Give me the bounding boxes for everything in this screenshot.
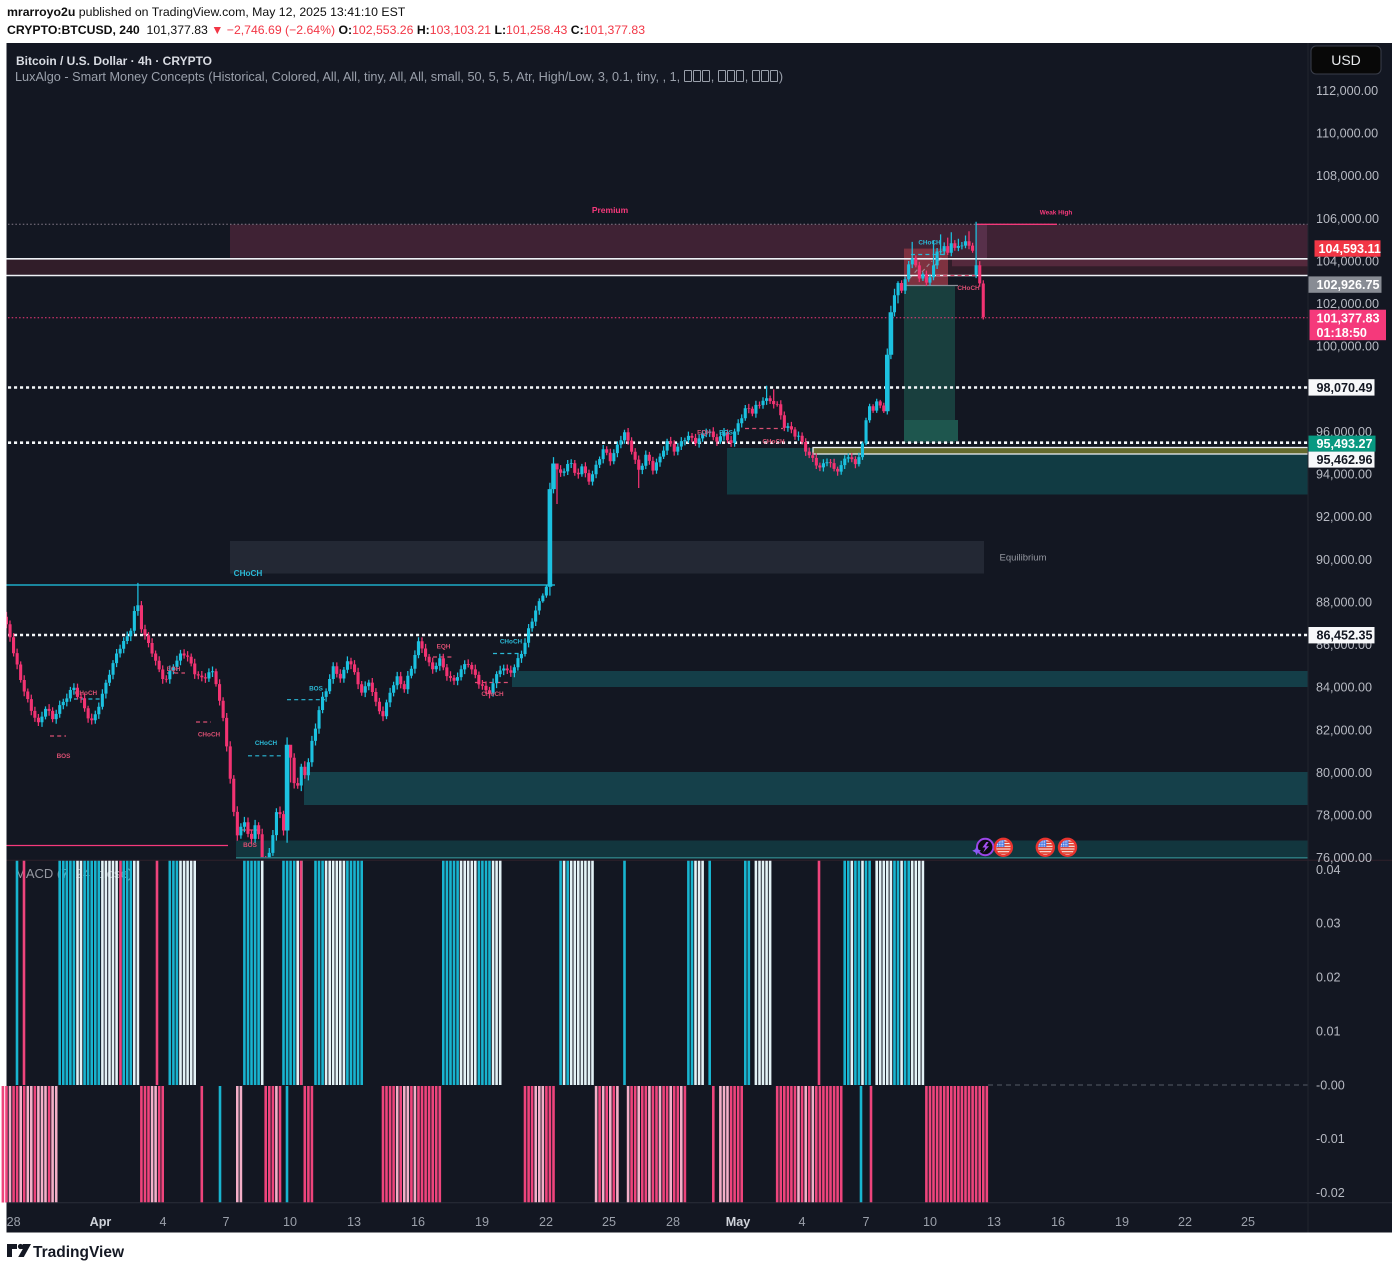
svg-text:19: 19 xyxy=(475,1215,489,1229)
svg-text:0.03: 0.03 xyxy=(1316,917,1341,931)
svg-text:28: 28 xyxy=(7,1215,21,1229)
svg-text:13: 13 xyxy=(347,1215,361,1229)
svg-text:0.01: 0.01 xyxy=(1316,1024,1341,1038)
svg-text:16: 16 xyxy=(411,1215,425,1229)
svg-text:-0.02: -0.02 xyxy=(1316,1186,1345,1200)
svg-text:112,000.00: 112,000.00 xyxy=(1316,84,1378,98)
svg-text:CHoCH: CHoCH xyxy=(255,740,278,747)
svg-text:EQH: EQH xyxy=(167,666,181,673)
svg-text:108,000.00: 108,000.00 xyxy=(1316,169,1379,183)
svg-text:EQH: EQH xyxy=(697,430,711,437)
svg-text:95,462.96: 95,462.96 xyxy=(1317,453,1373,467)
svg-text:CHoCH: CHoCH xyxy=(918,240,941,247)
svg-text:CHoCH: CHoCH xyxy=(762,439,785,446)
svg-text:10: 10 xyxy=(923,1215,937,1229)
svg-text:82,000.00: 82,000.00 xyxy=(1316,723,1372,737)
svg-text:96,000.00: 96,000.00 xyxy=(1316,425,1372,439)
svg-text:BOS: BOS xyxy=(719,430,734,437)
svg-text:0.04: 0.04 xyxy=(1316,863,1341,877)
svg-text:25: 25 xyxy=(602,1215,616,1229)
svg-text:CHoCH: CHoCH xyxy=(500,639,523,646)
svg-text:BOS: BOS xyxy=(243,842,258,849)
svg-text:7: 7 xyxy=(222,1215,229,1229)
svg-text:92,000.00: 92,000.00 xyxy=(1316,510,1372,524)
svg-text:01:18:50: 01:18:50 xyxy=(1317,326,1367,340)
svg-text:106,000.00: 106,000.00 xyxy=(1316,212,1379,226)
svg-text:84,000.00: 84,000.00 xyxy=(1316,681,1372,695)
svg-text:100,000.00: 100,000.00 xyxy=(1316,340,1379,354)
svg-text:94,000.00: 94,000.00 xyxy=(1316,468,1372,482)
svg-text:95,493.27: 95,493.27 xyxy=(1317,437,1373,451)
svg-text:Equilibrium: Equilibrium xyxy=(1000,553,1047,564)
svg-text:BOS: BOS xyxy=(309,686,324,693)
svg-text:88,000.00: 88,000.00 xyxy=(1316,595,1372,609)
svg-text:CHoCH: CHoCH xyxy=(198,732,221,739)
svg-text:102,926.75: 102,926.75 xyxy=(1317,278,1380,292)
svg-text:0.02: 0.02 xyxy=(1316,971,1341,985)
svg-text:76,000.00: 76,000.00 xyxy=(1316,851,1372,865)
svg-text:USD: USD xyxy=(1331,52,1361,68)
svg-text:BOS: BOS xyxy=(57,753,72,760)
svg-text:25: 25 xyxy=(1241,1215,1255,1229)
svg-text:16: 16 xyxy=(1051,1215,1065,1229)
svg-text:Premium: Premium xyxy=(592,205,629,215)
svg-text:10: 10 xyxy=(283,1215,297,1229)
svg-text:CHoCH: CHoCH xyxy=(957,285,980,292)
svg-text:13: 13 xyxy=(987,1215,1001,1229)
svg-text:22: 22 xyxy=(539,1215,553,1229)
svg-text:98,070.49: 98,070.49 xyxy=(1317,381,1373,395)
svg-text:EQH: EQH xyxy=(437,644,451,651)
svg-text:May: May xyxy=(726,1215,751,1229)
svg-text:4: 4 xyxy=(159,1215,166,1229)
svg-text:7: 7 xyxy=(862,1215,869,1229)
svg-text:101,377.83: 101,377.83 xyxy=(1317,312,1380,326)
svg-text:CHoCH: CHoCH xyxy=(481,691,504,698)
svg-text:28: 28 xyxy=(666,1215,680,1229)
svg-text:CHoCH: CHoCH xyxy=(234,569,263,578)
svg-text:80,000.00: 80,000.00 xyxy=(1316,766,1372,780)
svg-text:-0.01: -0.01 xyxy=(1316,1132,1345,1146)
svg-text:90,000.00: 90,000.00 xyxy=(1316,553,1372,567)
svg-text:104,593.11: 104,593.11 xyxy=(1319,242,1381,256)
svg-text:Apr: Apr xyxy=(90,1215,112,1229)
svg-text:Weak High: Weak High xyxy=(1040,210,1073,217)
svg-text:CHoCH: CHoCH xyxy=(75,690,98,697)
svg-text:86,452.35: 86,452.35 xyxy=(1317,629,1373,643)
svg-text:-0.00: -0.00 xyxy=(1316,1078,1345,1092)
svg-text:102,000.00: 102,000.00 xyxy=(1316,297,1379,311)
svg-text:78,000.00: 78,000.00 xyxy=(1316,809,1372,823)
svg-text:4: 4 xyxy=(798,1215,805,1229)
svg-text:22: 22 xyxy=(1178,1215,1192,1229)
svg-text:110,000.00: 110,000.00 xyxy=(1316,127,1378,141)
svg-text:19: 19 xyxy=(1115,1215,1129,1229)
svg-text:104,000.00: 104,000.00 xyxy=(1316,255,1379,269)
